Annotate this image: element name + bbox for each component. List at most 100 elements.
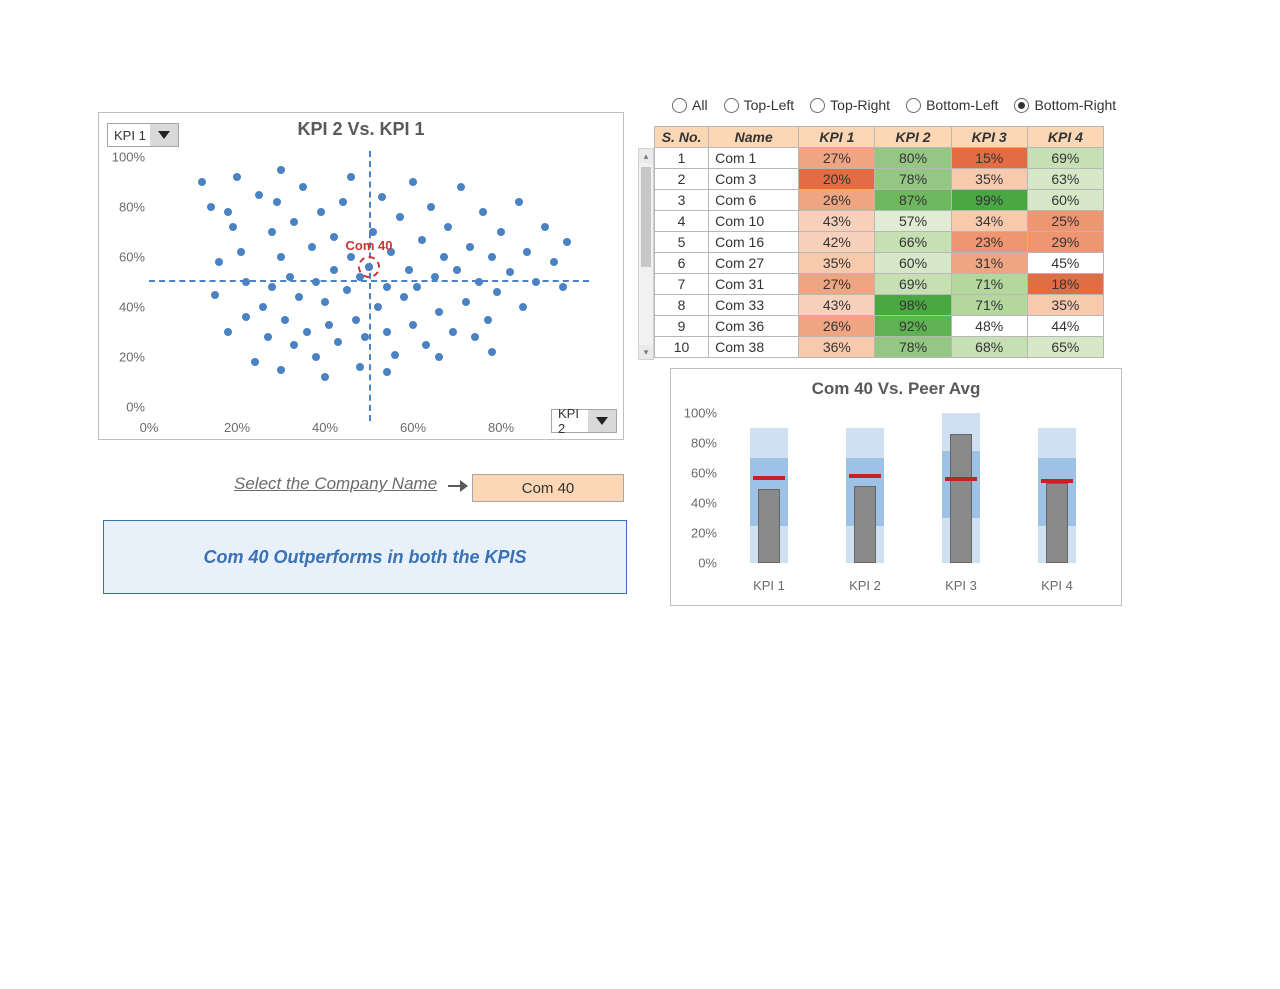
scatter-point[interactable] xyxy=(321,373,329,381)
scatter-point[interactable] xyxy=(273,198,281,206)
scatter-point[interactable] xyxy=(290,341,298,349)
table-row[interactable]: 7Com 3127%69%71%18% xyxy=(655,274,1104,295)
scatter-point[interactable] xyxy=(255,191,263,199)
scatter-point[interactable] xyxy=(493,288,501,296)
scatter-point[interactable] xyxy=(312,353,320,361)
scatter-point[interactable] xyxy=(325,321,333,329)
scatter-point[interactable] xyxy=(550,258,558,266)
scroll-thumb[interactable] xyxy=(641,167,651,267)
scatter-point[interactable] xyxy=(233,173,241,181)
table-row[interactable]: 4Com 1043%57%34%25% xyxy=(655,211,1104,232)
scatter-point[interactable] xyxy=(361,333,369,341)
scatter-point[interactable] xyxy=(251,358,259,366)
scatter-point[interactable] xyxy=(290,218,298,226)
scatter-point[interactable] xyxy=(457,183,465,191)
scatter-point[interactable] xyxy=(383,328,391,336)
scatter-point[interactable] xyxy=(286,273,294,281)
table-row[interactable]: 9Com 3626%92%48%44% xyxy=(655,316,1104,337)
scatter-point[interactable] xyxy=(488,253,496,261)
scatter-point[interactable] xyxy=(435,353,443,361)
scatter-point[interactable] xyxy=(396,213,404,221)
scatter-point[interactable] xyxy=(352,316,360,324)
scroll-up-button[interactable]: ▴ xyxy=(639,149,653,163)
scatter-point[interactable] xyxy=(347,253,355,261)
scatter-point[interactable] xyxy=(242,278,250,286)
table-row[interactable]: 8Com 3343%98%71%35% xyxy=(655,295,1104,316)
scatter-point[interactable] xyxy=(391,351,399,359)
scatter-point[interactable] xyxy=(242,313,250,321)
scatter-point[interactable] xyxy=(330,233,338,241)
table-row[interactable]: 1Com 127%80%15%69% xyxy=(655,148,1104,169)
scatter-point[interactable] xyxy=(444,223,452,231)
table-row[interactable]: 6Com 2735%60%31%45% xyxy=(655,253,1104,274)
scatter-point[interactable] xyxy=(334,338,342,346)
scatter-point[interactable] xyxy=(541,223,549,231)
scatter-point[interactable] xyxy=(418,236,426,244)
scatter-point[interactable] xyxy=(532,278,540,286)
scatter-point[interactable] xyxy=(497,228,505,236)
x-axis-dropdown[interactable]: KPI 2 xyxy=(551,409,617,433)
scatter-point[interactable] xyxy=(215,258,223,266)
scatter-point[interactable] xyxy=(374,303,382,311)
scatter-point[interactable] xyxy=(383,283,391,291)
scatter-point[interactable] xyxy=(259,303,267,311)
table-row[interactable]: 10Com 3836%78%68%65% xyxy=(655,337,1104,358)
scatter-point[interactable] xyxy=(308,243,316,251)
scatter-point[interactable] xyxy=(479,208,487,216)
scatter-point[interactable] xyxy=(229,223,237,231)
table-row[interactable]: 2Com 320%78%35%63% xyxy=(655,169,1104,190)
scatter-point[interactable] xyxy=(462,298,470,306)
scatter-point[interactable] xyxy=(207,203,215,211)
radio-option-all[interactable]: All xyxy=(672,94,708,116)
scatter-point[interactable] xyxy=(369,228,377,236)
scatter-point[interactable] xyxy=(277,166,285,174)
scatter-point[interactable] xyxy=(312,278,320,286)
scatter-point[interactable] xyxy=(422,341,430,349)
scatter-point[interactable] xyxy=(431,273,439,281)
scatter-point[interactable] xyxy=(330,266,338,274)
scatter-point[interactable] xyxy=(506,268,514,276)
scatter-point[interactable] xyxy=(440,253,448,261)
scatter-point[interactable] xyxy=(211,291,219,299)
scatter-point[interactable] xyxy=(559,283,567,291)
radio-option-top-left[interactable]: Top-Left xyxy=(724,94,795,116)
scatter-point[interactable] xyxy=(466,243,474,251)
radio-option-bottom-right[interactable]: Bottom-Right xyxy=(1014,94,1116,116)
scatter-point[interactable] xyxy=(317,208,325,216)
scatter-point[interactable] xyxy=(475,278,483,286)
scatter-point[interactable] xyxy=(224,208,232,216)
scatter-point[interactable] xyxy=(237,248,245,256)
scatter-point[interactable] xyxy=(435,308,443,316)
scatter-point[interactable] xyxy=(268,228,276,236)
scatter-point[interactable] xyxy=(224,328,232,336)
scatter-point[interactable] xyxy=(295,293,303,301)
table-row[interactable]: 3Com 626%87%99%60% xyxy=(655,190,1104,211)
scatter-point[interactable] xyxy=(523,248,531,256)
scatter-point[interactable] xyxy=(198,178,206,186)
scatter-point[interactable] xyxy=(339,198,347,206)
scatter-point[interactable] xyxy=(321,298,329,306)
scatter-point[interactable] xyxy=(409,178,417,186)
scatter-point[interactable] xyxy=(281,316,289,324)
radio-option-bottom-left[interactable]: Bottom-Left xyxy=(906,94,998,116)
scatter-point[interactable] xyxy=(356,363,364,371)
table-scrollbar[interactable]: ▴ ▾ xyxy=(638,148,654,360)
scatter-point[interactable] xyxy=(484,316,492,324)
scatter-point[interactable] xyxy=(299,183,307,191)
scatter-point[interactable] xyxy=(488,348,496,356)
scatter-point[interactable] xyxy=(378,193,386,201)
scroll-down-button[interactable]: ▾ xyxy=(639,345,653,359)
radio-option-top-right[interactable]: Top-Right xyxy=(810,94,890,116)
scatter-point[interactable] xyxy=(405,266,413,274)
scatter-highlight-point[interactable] xyxy=(365,263,373,271)
scatter-point[interactable] xyxy=(277,253,285,261)
scatter-point[interactable] xyxy=(343,286,351,294)
scatter-point[interactable] xyxy=(383,368,391,376)
scatter-point[interactable] xyxy=(347,173,355,181)
scatter-point[interactable] xyxy=(409,321,417,329)
scatter-point[interactable] xyxy=(471,333,479,341)
scatter-point[interactable] xyxy=(303,328,311,336)
scatter-point[interactable] xyxy=(453,266,461,274)
scatter-point[interactable] xyxy=(400,293,408,301)
scatter-point[interactable] xyxy=(515,198,523,206)
